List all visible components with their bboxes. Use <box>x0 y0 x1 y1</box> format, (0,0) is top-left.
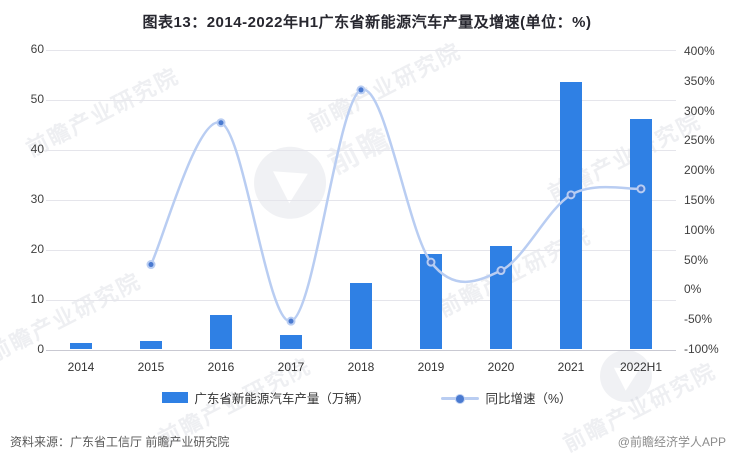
x-axis-label: 2020 <box>487 360 515 374</box>
x-axis-label: 2016 <box>207 360 235 374</box>
right-axis-tick-label: 200% <box>684 163 715 178</box>
bar-2022H1 <box>630 119 652 349</box>
growth-data-point <box>566 190 576 200</box>
growth-data-point <box>426 257 436 267</box>
growth-data-point <box>146 260 156 270</box>
bar-2019 <box>420 254 442 349</box>
right-axis-tick-label: 50% <box>684 252 709 267</box>
left-axis-tick-label: 30 <box>30 192 44 206</box>
left-axis-tick-label: 0 <box>37 342 44 356</box>
bar-2018 <box>350 283 372 349</box>
right-axis-tick-label: 0% <box>684 282 702 297</box>
left-axis-tick-label: 50 <box>30 92 44 106</box>
line-series-swatch <box>441 392 480 404</box>
right-axis-tick-label: 100% <box>684 222 715 237</box>
legend: 广东省新能源汽车产量（万辆） 同比增速（%） <box>0 388 734 407</box>
bar-2017 <box>280 334 302 349</box>
x-axis-label: 2014 <box>67 360 95 374</box>
gridline <box>46 149 676 151</box>
bar-series-swatch <box>162 392 189 403</box>
left-axis-tick-label: 10 <box>30 292 44 306</box>
right-axis-tick-label: 250% <box>684 133 715 148</box>
chart-title: 图表13：2014-2022年H1广东省新能源汽车产量及增速(单位：%) <box>142 14 592 31</box>
gridline <box>46 199 676 201</box>
plot-area <box>46 49 676 351</box>
bar-2015 <box>140 340 162 349</box>
x-axis-label: 2018 <box>347 360 375 374</box>
right-axis-tick-label: 300% <box>684 103 715 118</box>
left-axis-tick-label: 20 <box>30 242 44 256</box>
growth-data-point <box>216 118 226 128</box>
legend-item-production[interactable]: 广东省新能源汽车产量（万辆） <box>162 388 369 407</box>
legend-item-growth[interactable]: 同比增速（%） <box>441 388 572 407</box>
bar-2016 <box>210 315 232 349</box>
gridline <box>46 49 676 51</box>
right-axis-tick-label: 400% <box>684 44 715 58</box>
growth-data-point <box>636 184 646 194</box>
bar-2021 <box>560 82 582 349</box>
gridline <box>46 99 676 101</box>
x-axis-label: 2022H1 <box>619 360 663 374</box>
x-axis-label: 2019 <box>417 360 445 374</box>
bar-2014 <box>70 343 92 349</box>
right-axis-tick-label: 150% <box>684 193 715 207</box>
right-axis-tick-label: -100% <box>684 342 719 356</box>
growth-data-point <box>496 266 506 276</box>
growth-data-point <box>356 85 366 95</box>
legend-label-growth: 同比增速（%） <box>485 392 572 406</box>
left-axis-tick-label: 40 <box>30 142 44 156</box>
bar-2020 <box>490 245 512 349</box>
x-axis-label: 2017 <box>277 360 305 374</box>
credit-note: @前瞻经济学人APP <box>617 435 726 449</box>
left-axis-tick-label: 60 <box>30 42 44 56</box>
x-axis-label: 2015 <box>137 360 165 374</box>
x-axis-label: 2021 <box>557 360 585 374</box>
legend-label-production: 广东省新能源汽车产量（万辆） <box>194 392 370 406</box>
gridline <box>46 349 676 351</box>
growth-line-series <box>146 85 646 326</box>
gridline <box>46 249 676 251</box>
growth-data-point <box>286 316 296 326</box>
source-note: 资料来源：广东省工信厅 前瞻产业研究院 <box>10 435 230 449</box>
right-axis-tick-label: -50% <box>684 312 713 327</box>
right-axis-tick-label: 350% <box>684 73 715 88</box>
